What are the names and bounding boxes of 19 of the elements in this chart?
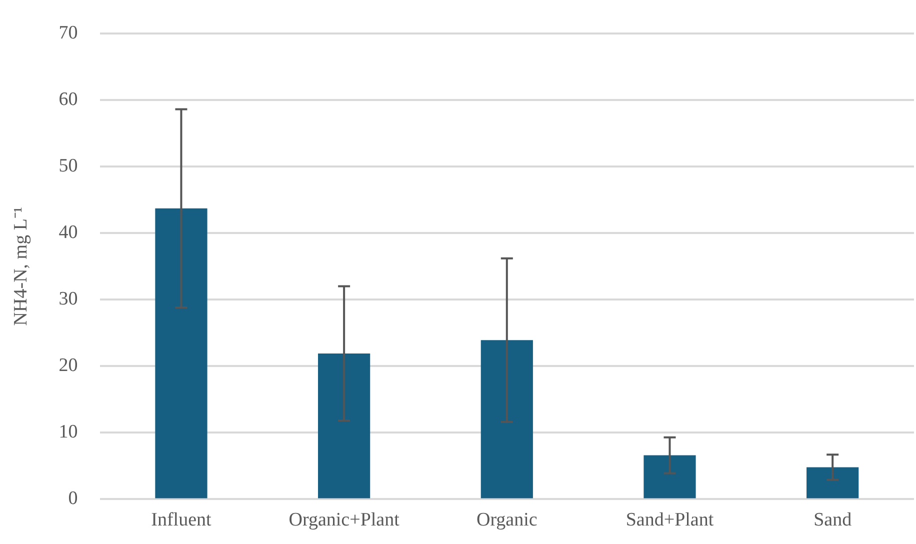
- y-tick-label: 50: [58, 155, 78, 176]
- bar: [644, 455, 696, 498]
- y-tick-label: 60: [58, 88, 78, 110]
- y-tick-label: 70: [58, 22, 78, 44]
- bar: [155, 208, 208, 498]
- x-tick-label: Organic: [476, 510, 538, 531]
- y-axis-title: NH4-N, mg L⁻¹: [10, 206, 32, 326]
- x-tick-label: Sand: [814, 510, 852, 531]
- x-tick-label: Sand+Plant: [626, 510, 714, 531]
- bar: [480, 340, 533, 498]
- bar: [806, 467, 859, 498]
- x-tick-label: Influent: [151, 510, 212, 531]
- bar: [318, 353, 370, 498]
- y-tick-label: 10: [58, 422, 78, 443]
- y-tick-label: 20: [58, 355, 78, 376]
- x-tick-label: Organic+Plant: [288, 510, 400, 531]
- y-tick-label: 40: [58, 222, 78, 244]
- y-tick-label: 30: [58, 288, 78, 310]
- y-tick-label: 0: [68, 488, 78, 510]
